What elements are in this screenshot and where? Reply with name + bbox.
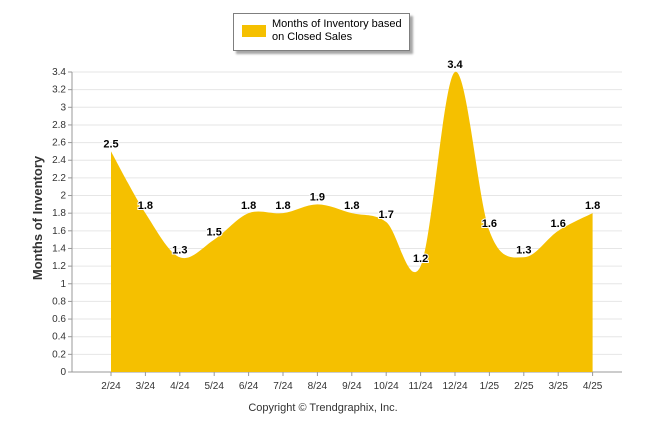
data-label: 1.3 (172, 244, 187, 256)
x-tick-label: 1/25 (480, 381, 500, 392)
x-tick-label: 12/24 (442, 381, 467, 392)
x-tick-label: 10/24 (374, 381, 399, 392)
x-tick-label: 2/25 (514, 381, 534, 392)
x-tick-label: 8/24 (308, 381, 328, 392)
data-label: 1.9 (310, 191, 325, 203)
data-label: 1.8 (138, 200, 153, 212)
data-label: 1.8 (275, 200, 290, 212)
y-tick-label: 1.6 (52, 226, 66, 237)
data-label: 1.6 (551, 218, 566, 230)
y-tick-label: 1 (60, 279, 66, 290)
y-tick-label: 0.8 (52, 296, 66, 307)
y-tick-label: 2.2 (52, 173, 66, 184)
y-tick-label: 0.4 (52, 332, 66, 343)
y-tick-labels: 0 0.2 0.4 0.6 0.8 1 1.2 1.4 1.6 1.8 2 2.2 2.4 2.6 2.8 3… (52, 67, 66, 378)
y-tick-label: 3 (60, 102, 66, 113)
x-tick-label: 5/24 (204, 381, 224, 392)
legend-swatch (242, 25, 266, 37)
data-label: 3.4 (447, 59, 463, 71)
data-label: 1.6 (482, 218, 497, 230)
y-tick-label: 0.2 (52, 349, 66, 360)
y-tick-label: 0 (60, 367, 66, 378)
x-tick-label: 3/25 (548, 381, 568, 392)
data-label: 1.8 (585, 200, 600, 212)
x-tick-label: 7/24 (273, 381, 293, 392)
y-tick-label: 2 (60, 191, 66, 202)
area-series (111, 71, 593, 372)
legend: Months of Inventory based on Closed Sale… (233, 13, 410, 51)
y-tick-label: 2.8 (52, 120, 66, 131)
y-tick-label: 0.6 (52, 314, 66, 325)
x-tick-label: 11/24 (408, 381, 433, 392)
data-label: 1.5 (207, 227, 222, 239)
data-label: 2.5 (103, 138, 118, 150)
y-axis-title: Months of Inventory (30, 155, 45, 281)
x-tick-label: 4/24 (170, 381, 190, 392)
x-tick-label: 4/25 (583, 381, 603, 392)
y-tick-label: 3.2 (52, 85, 66, 96)
y-tick-label: 3.4 (52, 67, 66, 78)
data-label: 1.3 (516, 244, 531, 256)
x-tick-label: 2/24 (101, 381, 121, 392)
data-label: 1.8 (344, 200, 359, 212)
y-tick-label: 1.4 (52, 243, 66, 254)
data-labels: 2.5 1.8 1.3 1.5 1.8 1.8 1.9 1.8 1.7 1.2 3.4 1.6 1.3 1… (102, 58, 601, 266)
data-label: 1.2 (413, 253, 428, 265)
legend-label: Months of Inventory based on Closed Sale… (272, 18, 402, 43)
y-tick-label: 2.4 (52, 155, 66, 166)
x-tick-label: 3/24 (136, 381, 156, 392)
data-label: 1.8 (241, 200, 256, 212)
x-tick-label: 9/24 (342, 381, 362, 392)
data-label: 1.7 (379, 209, 394, 221)
copyright: Copyright © Trendgraphix, Inc. (248, 402, 398, 414)
y-tick-label: 2.6 (52, 138, 66, 149)
x-tick-label: 6/24 (239, 381, 259, 392)
y-tick-label: 1.2 (52, 261, 66, 272)
x-tick-labels: 2/24 3/24 4/24 5/24 6/24 7/24 8/24 9/24 10/24 11/… (101, 372, 603, 392)
y-tick-label: 1.8 (52, 208, 66, 219)
